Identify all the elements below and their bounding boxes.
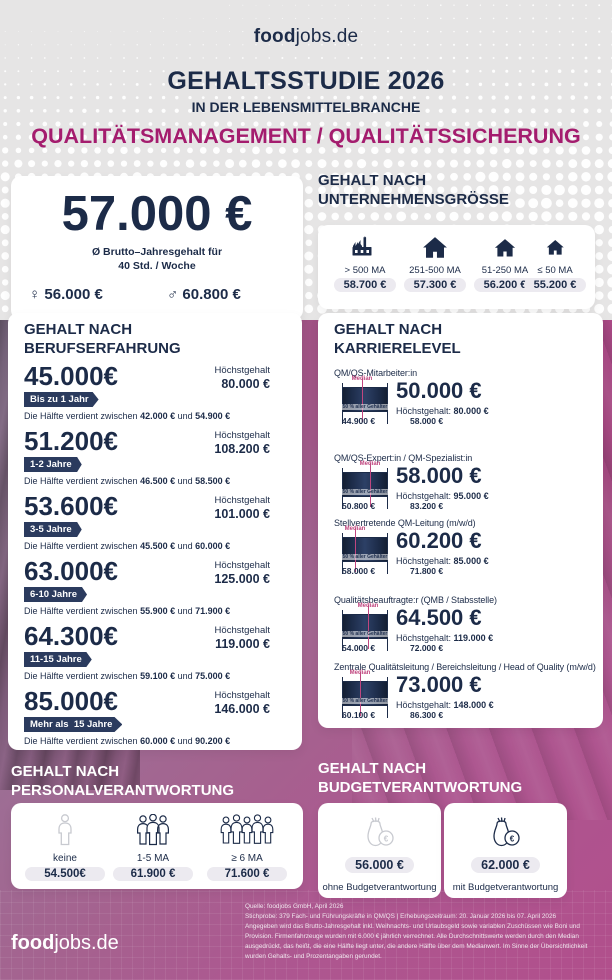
svg-text:€: € [509, 835, 514, 844]
svg-text:€: € [383, 835, 388, 844]
